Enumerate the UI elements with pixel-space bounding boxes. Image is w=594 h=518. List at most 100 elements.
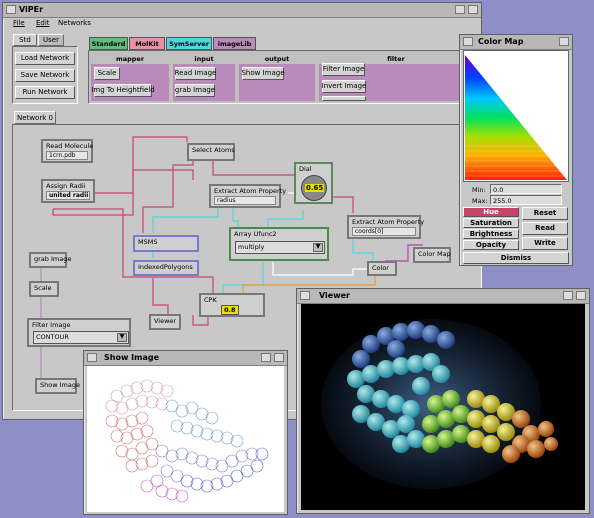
show-image-title: Show Image <box>104 353 159 362</box>
chevron-down-icon: ▼ <box>313 243 323 252</box>
node-extract-coords-value[interactable]: coords[0] <box>352 227 416 236</box>
node-extract-coords[interactable]: Extract Atom Property coords[0] <box>347 215 424 239</box>
window-menu-icon[interactable] <box>6 5 16 14</box>
node-dial[interactable]: Dial 0.65 <box>294 162 333 204</box>
node-button-more[interactable] <box>322 96 366 101</box>
cpk-value[interactable]: 0.8 <box>221 305 239 315</box>
colormap-min-field[interactable]: 0.0 <box>490 184 562 194</box>
node-array-ufunc-label: Array Ufunc2 <box>234 230 277 238</box>
node-cpk[interactable]: CPK 0.8 <box>199 293 265 317</box>
node-button-read-image[interactable]: Read Image <box>175 67 216 80</box>
maximize-icon[interactable] <box>468 5 478 14</box>
node-select-atoms-label: Select Atoms <box>192 146 235 154</box>
node-select-atoms[interactable]: Select Atoms <box>187 143 235 161</box>
maximize-icon[interactable] <box>274 353 284 362</box>
wire-assign-to-extract <box>52 169 194 216</box>
write-button[interactable]: Write <box>522 237 568 250</box>
node-extract-radius[interactable]: Extract Atom Property radius <box>209 184 286 208</box>
colormap-canvas[interactable] <box>463 50 569 182</box>
node-extract-radius-value[interactable]: radius <box>214 196 276 205</box>
viewer-titlebar[interactable]: Viewer <box>297 289 589 304</box>
window-menu-icon[interactable] <box>87 353 97 362</box>
maximize-icon[interactable] <box>559 37 569 46</box>
node-show-image-label: Show Image <box>40 381 80 389</box>
reset-button[interactable]: Reset <box>522 207 568 220</box>
colormap-window: Color Map <box>459 34 573 266</box>
hue-button[interactable]: Hue <box>463 207 519 217</box>
run-network-button[interactable]: Run Network <box>15 86 75 99</box>
menu-bar: File Edit Networks <box>3 17 481 29</box>
dial-widget[interactable]: 0.65 <box>301 175 327 201</box>
brightness-button[interactable]: Brightness <box>463 229 519 239</box>
tab-std[interactable]: Std <box>13 34 37 46</box>
tab-user[interactable]: User <box>38 34 64 46</box>
maximize-icon[interactable] <box>576 291 586 300</box>
node-assign-radii-label: Assign Radii <box>46 182 86 190</box>
node-assign-radii-value[interactable]: united radii <box>46 191 90 200</box>
filter-image-dropdown[interactable]: CONTOUR ▼ <box>33 331 129 344</box>
library-tab-molkit[interactable]: MolKit <box>129 37 165 50</box>
node-button-filter-image[interactable]: Filter Image <box>322 63 365 76</box>
viewer-window: Viewer <box>296 288 590 514</box>
node-msms[interactable]: MSMS <box>133 235 199 252</box>
node-grab-image-label: grab Image <box>34 255 72 263</box>
wire-array-to-color-white <box>272 262 368 276</box>
tab-network-0[interactable]: Network 0 <box>14 111 56 124</box>
show-image-canvas[interactable] <box>87 366 284 512</box>
node-button-invert-image[interactable]: Invert Image <box>322 80 366 93</box>
colormap-max-field[interactable]: 255.0 <box>490 195 562 205</box>
node-show-image[interactable]: Show Image <box>35 378 80 394</box>
library-tab-imagelib[interactable]: imageLib <box>213 37 256 50</box>
saturation-button[interactable]: Saturation <box>463 218 519 228</box>
load-network-button[interactable]: Load Network <box>15 52 75 65</box>
wire-coords-to-color <box>352 237 374 261</box>
window-menu-icon[interactable] <box>300 291 310 300</box>
node-msms-label: MSMS <box>138 238 158 246</box>
show-image-titlebar[interactable]: Show Image <box>84 351 287 366</box>
node-cpk-label: CPK <box>204 296 217 304</box>
node-indexed-polygons[interactable]: IndexedPolygons <box>133 260 199 276</box>
node-scale-label: Scale <box>34 284 52 292</box>
node-read-molecule-value[interactable]: 1crn.pdb <box>46 151 88 160</box>
save-network-button[interactable]: Save Network <box>15 69 75 82</box>
viper-titlebar[interactable]: ViPEr <box>3 3 481 18</box>
read-button[interactable]: Read <box>522 222 568 235</box>
atoms-green <box>422 390 470 453</box>
node-button-show-image[interactable]: Show Image <box>241 67 285 80</box>
atoms-yellow <box>467 390 515 453</box>
wire-extract-to-msms <box>152 204 219 233</box>
library-tab-standard[interactable]: Standard <box>89 37 128 50</box>
viewer-3d-canvas[interactable] <box>301 304 585 510</box>
minimize-icon[interactable] <box>563 291 573 300</box>
node-indexed-polygons-label: IndexedPolygons <box>138 263 193 271</box>
colormap-titlebar[interactable]: Color Map <box>460 35 572 50</box>
minimize-icon[interactable] <box>261 353 271 362</box>
menu-networks[interactable]: Networks <box>58 19 91 27</box>
atoms-cyan <box>347 353 450 453</box>
node-button-grab-image[interactable]: grab Image <box>175 84 215 97</box>
node-filter-image[interactable]: Filter Image CONTOUR ▼ <box>27 318 131 347</box>
node-grab-image[interactable]: grab Image <box>29 252 72 268</box>
array-ufunc-dropdown[interactable]: multiply ▼ <box>235 241 325 254</box>
menu-edit[interactable]: Edit <box>36 19 50 27</box>
node-array-ufunc[interactable]: Array Ufunc2 multiply ▼ <box>229 227 329 261</box>
atoms-blue <box>352 321 455 368</box>
node-scale[interactable]: Scale <box>29 281 59 297</box>
node-color-map-label: Color Map <box>418 250 451 258</box>
minimize-icon[interactable] <box>455 5 465 14</box>
node-color[interactable]: Color <box>367 261 397 276</box>
colormap-ramp <box>465 55 567 180</box>
node-assign-radii[interactable]: Assign Radii united radii <box>41 179 95 203</box>
dismiss-button[interactable]: Dismiss <box>463 252 569 264</box>
node-color-map[interactable]: Color Map <box>413 247 451 263</box>
menu-file[interactable]: File <box>13 19 25 27</box>
node-read-molecule-label: Read Molecule <box>46 142 94 150</box>
window-menu-icon[interactable] <box>463 37 473 46</box>
node-read-molecule[interactable]: Read Molecule 1crn.pdb <box>41 139 93 163</box>
array-ufunc-value: multiply <box>238 243 265 251</box>
node-viewer[interactable]: Viewer <box>149 314 181 330</box>
node-button-scale[interactable]: Scale <box>94 67 120 80</box>
opacity-button[interactable]: Opacity <box>463 240 519 250</box>
library-tab-symserver[interactable]: SymServer <box>166 37 212 50</box>
node-button-img-to-heightfield[interactable]: Img To Heightfield <box>91 84 155 97</box>
